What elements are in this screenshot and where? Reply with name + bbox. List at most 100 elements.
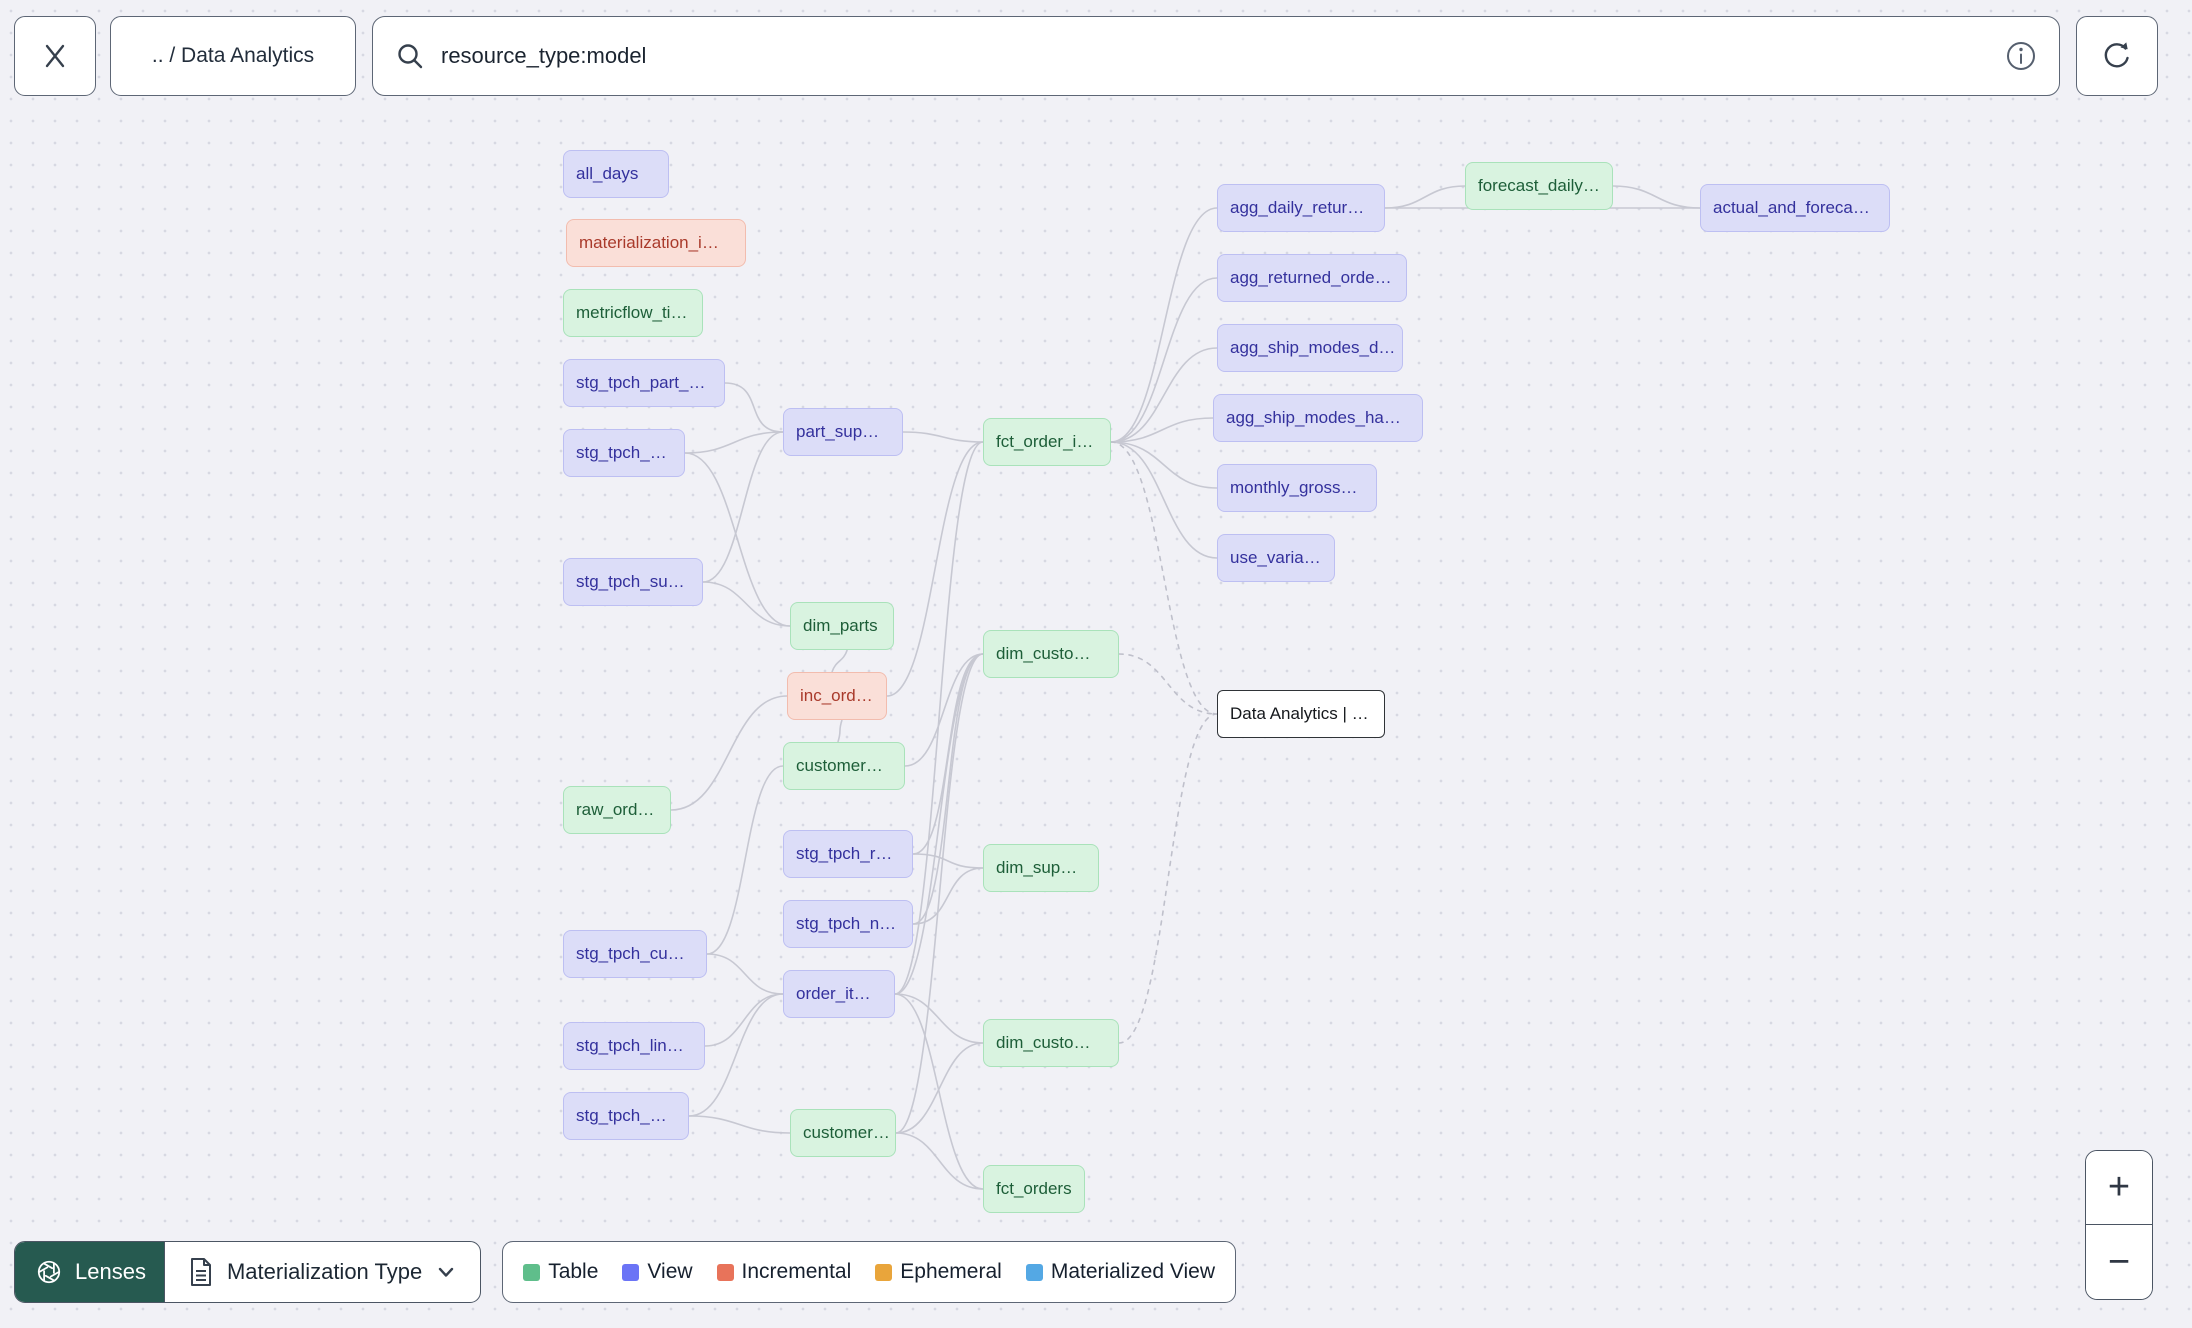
graph-edge bbox=[706, 765, 784, 955]
graph-node-agg_ship_d[interactable]: agg_ship_modes_d… bbox=[1217, 324, 1403, 372]
graph-node-customer1[interactable]: customer… bbox=[783, 742, 905, 790]
graph-node-monthly_gross[interactable]: monthly_gross… bbox=[1217, 464, 1377, 512]
legend-swatch bbox=[622, 1263, 640, 1281]
close-button[interactable] bbox=[14, 16, 96, 96]
graph-edge bbox=[886, 441, 984, 697]
graph-edge bbox=[894, 653, 984, 995]
zoom-out-button[interactable]: − bbox=[2086, 1225, 2152, 1299]
search-icon bbox=[398, 44, 423, 69]
graph-edge bbox=[837, 719, 843, 743]
search-input[interactable] bbox=[441, 43, 1989, 69]
legend-item: Table bbox=[523, 1260, 598, 1284]
graph-node-stg_5[interactable]: stg_tpch_… bbox=[563, 429, 685, 477]
graph-edge bbox=[688, 1115, 791, 1134]
chevron-down-icon bbox=[439, 1267, 454, 1277]
graph-edge bbox=[1110, 277, 1218, 443]
graph-node-fct_order_i[interactable]: fct_order_i… bbox=[983, 418, 1111, 466]
graph-node-data_analytics[interactable]: Data Analytics | … bbox=[1217, 690, 1385, 738]
graph-edge bbox=[684, 431, 784, 454]
legend-swatch bbox=[875, 1263, 893, 1281]
graph-edge bbox=[1110, 347, 1218, 443]
graph-node-stg_n[interactable]: stg_tpch_n… bbox=[783, 900, 913, 948]
graph-node-dim_custo1[interactable]: dim_custo… bbox=[983, 630, 1119, 678]
graph-edge bbox=[1118, 713, 1218, 1044]
graph-edge bbox=[684, 452, 791, 627]
legend-swatch bbox=[1025, 1263, 1043, 1281]
graph-node-fct_orders[interactable]: fct_orders bbox=[983, 1165, 1085, 1213]
graph-edge bbox=[1110, 207, 1218, 443]
graph-node-stg_lin[interactable]: stg_tpch_lin… bbox=[563, 1022, 705, 1070]
graph-edge bbox=[704, 993, 784, 1047]
legend-label: Incremental bbox=[741, 1260, 852, 1283]
graph-edge bbox=[895, 653, 984, 1134]
legend-swatch bbox=[523, 1263, 541, 1281]
refresh-icon bbox=[2104, 42, 2129, 68]
graph-edge bbox=[1384, 185, 1466, 209]
graph-edge bbox=[1110, 441, 1218, 559]
info-icon[interactable] bbox=[2005, 40, 2037, 72]
graph-node-order_it[interactable]: order_it… bbox=[783, 970, 895, 1018]
lenses-label: Lenses bbox=[75, 1259, 146, 1284]
close-icon bbox=[45, 44, 65, 68]
aperture-icon bbox=[37, 1260, 61, 1284]
bottom-toolbar: Lenses Materialization Type Table View Inc… bbox=[14, 1241, 1237, 1303]
graph-edge bbox=[894, 441, 984, 995]
graph-edge bbox=[688, 993, 784, 1117]
legend-label: View bbox=[647, 1260, 693, 1283]
legend-item: View bbox=[622, 1260, 693, 1284]
graph-node-use_varia[interactable]: use_varia… bbox=[1217, 534, 1335, 582]
graph-edge bbox=[902, 431, 984, 443]
lenses-button[interactable]: Lenses bbox=[15, 1242, 164, 1302]
graph-edge bbox=[706, 953, 784, 995]
legend-swatch bbox=[716, 1263, 734, 1281]
graph-node-materialization[interactable]: materialization_i… bbox=[566, 219, 746, 267]
graph-node-raw_ord[interactable]: raw_ord… bbox=[563, 786, 671, 834]
graph-node-actual_forecast[interactable]: actual_and_foreca… bbox=[1700, 184, 1890, 232]
graph-node-forecast_daily[interactable]: forecast_daily… bbox=[1465, 162, 1613, 210]
breadcrumb[interactable]: .. / Data Analytics bbox=[110, 16, 356, 96]
breadcrumb-label: .. / Data Analytics bbox=[151, 44, 315, 67]
graph-edge bbox=[1118, 653, 1218, 715]
graph-node-stg_su[interactable]: stg_tpch_su… bbox=[563, 558, 703, 606]
graph-node-all_days[interactable]: all_days bbox=[563, 150, 669, 198]
graph-node-agg_daily[interactable]: agg_daily_retur… bbox=[1217, 184, 1385, 232]
graph-edge bbox=[894, 993, 984, 1190]
graph-edge bbox=[1110, 441, 1218, 489]
zoom-in-button[interactable]: + bbox=[2086, 1151, 2152, 1225]
graph-edge bbox=[894, 993, 984, 1044]
graph-node-stg_r[interactable]: stg_tpch_r… bbox=[783, 830, 913, 878]
legend-label: Materialized View bbox=[1050, 1260, 1216, 1283]
graph-node-dim_custo2[interactable]: dim_custo… bbox=[983, 1019, 1119, 1067]
graph-node-metricflow[interactable]: metricflow_ti… bbox=[563, 289, 703, 337]
refresh-button[interactable] bbox=[2076, 16, 2158, 96]
legend: Table View Incremental Ephemeral Materialize… bbox=[502, 1241, 1237, 1303]
graph-edge bbox=[912, 853, 984, 869]
graph-edge bbox=[895, 1132, 984, 1190]
lens-selector[interactable]: Materialization Type bbox=[163, 1242, 480, 1302]
graph-edge bbox=[912, 867, 984, 925]
graph-node-agg_ship_ha[interactable]: agg_ship_modes_ha… bbox=[1213, 394, 1423, 442]
lenses-group: Lenses Materialization Type bbox=[14, 1241, 482, 1303]
graph-node-agg_returned[interactable]: agg_returned_orde… bbox=[1217, 254, 1407, 302]
graph-edge bbox=[895, 1042, 984, 1134]
lens-selected-label: Materialization Type bbox=[226, 1259, 423, 1284]
graph-node-dim_parts[interactable]: dim_parts bbox=[790, 602, 894, 650]
graph-edge bbox=[670, 695, 788, 811]
graph-node-stg_cu[interactable]: stg_tpch_cu… bbox=[563, 930, 707, 978]
graph-edge bbox=[724, 382, 784, 433]
graph-node-dim_sup[interactable]: dim_sup… bbox=[983, 844, 1099, 892]
graph-edge bbox=[1110, 417, 1214, 443]
graph-node-inc_ord[interactable]: inc_ord… bbox=[787, 672, 887, 720]
legend-item: Ephemeral bbox=[875, 1260, 1002, 1284]
legend-item: Incremental bbox=[716, 1260, 852, 1284]
graph-node-part_sup[interactable]: part_sup… bbox=[783, 408, 903, 456]
graph-node-stg_10[interactable]: stg_tpch_… bbox=[563, 1092, 689, 1140]
graph-edge bbox=[904, 653, 984, 767]
graph-node-stg_part[interactable]: stg_tpch_part_… bbox=[563, 359, 725, 407]
graph-edge bbox=[702, 581, 791, 627]
graph-node-customer2[interactable]: customer… bbox=[790, 1109, 896, 1157]
graph-edge bbox=[1612, 185, 1701, 209]
legend-label: Ephemeral bbox=[900, 1260, 1002, 1283]
search-bar[interactable] bbox=[372, 16, 2060, 96]
